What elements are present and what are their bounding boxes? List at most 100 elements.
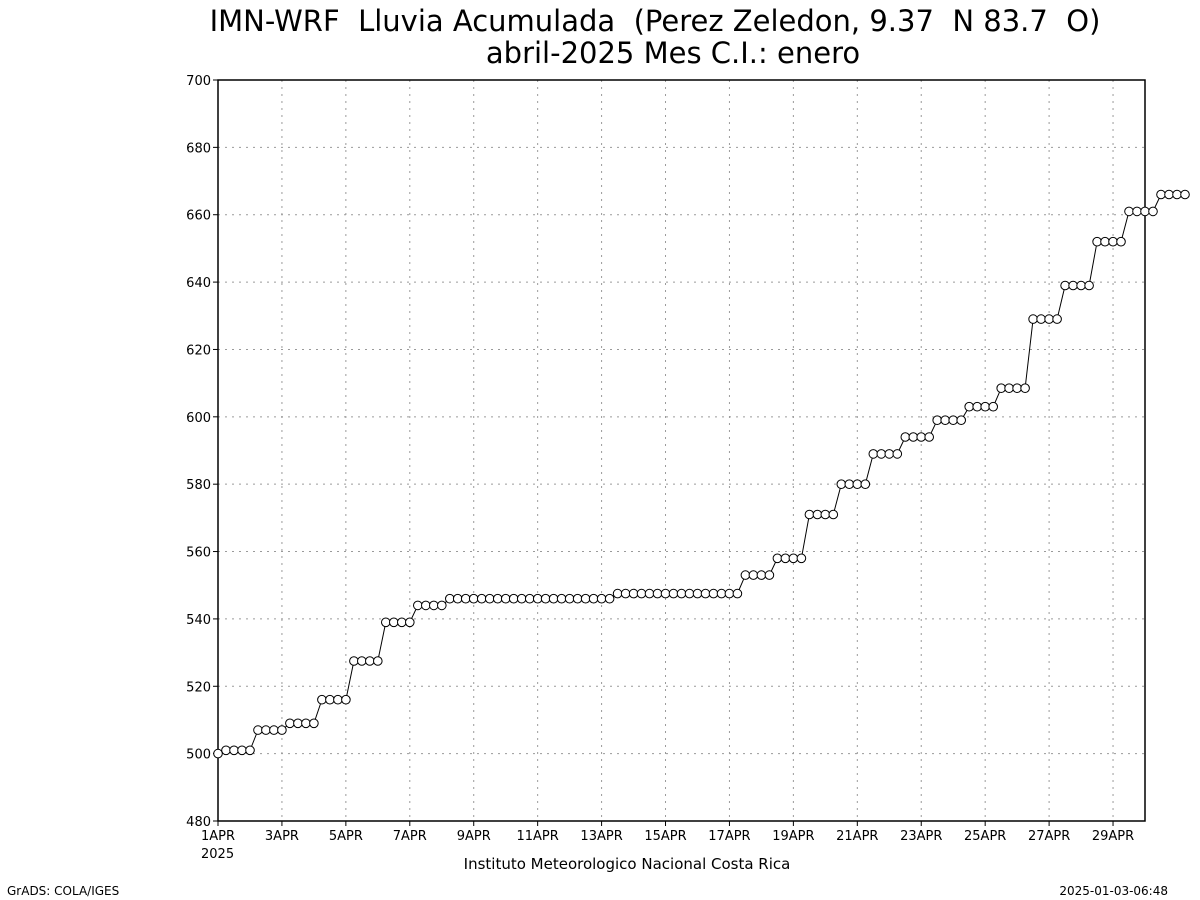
data-point [317, 694, 327, 705]
data-point [269, 725, 279, 735]
data-point [716, 588, 727, 599]
data-point [476, 593, 487, 604]
data-point [293, 718, 303, 729]
data-point [1004, 383, 1014, 394]
grid-lines [218, 80, 1145, 821]
data-point [828, 509, 839, 520]
y-axis: 480 500 520 540 560 580 600 620 640 660 680 700 [186, 74, 218, 830]
x-tick-label: 21APR [836, 829, 878, 844]
data-point [996, 383, 1007, 394]
data-point [1140, 206, 1150, 217]
data-point [892, 449, 903, 459]
data-point [620, 588, 631, 599]
data-point [309, 718, 319, 729]
data-point [636, 588, 647, 599]
data-point [413, 600, 423, 611]
data-point [452, 593, 463, 604]
data-point [1052, 314, 1062, 324]
y-tick-label: 640 [186, 276, 211, 291]
chart-title-line2: abril-2025 Mes C.I.: enero [486, 36, 860, 70]
data-point [237, 745, 247, 756]
data-point [692, 588, 703, 599]
data-point [916, 432, 927, 442]
data-point [1108, 236, 1118, 247]
data-point [764, 570, 775, 580]
data-point [1028, 314, 1038, 324]
data-point [445, 593, 455, 604]
data-point [628, 588, 639, 599]
data-point [868, 449, 879, 459]
data-point [956, 415, 967, 426]
data-point [1060, 280, 1070, 291]
x-tick-label: 17APR [708, 829, 750, 844]
data-point [660, 588, 671, 599]
data-point [756, 570, 767, 580]
grads-credit: GrADS: COLA/IGES [7, 884, 119, 898]
data-point [1148, 206, 1158, 217]
data-point [700, 588, 711, 599]
data-point [365, 656, 375, 666]
data-point [532, 593, 543, 604]
data-point [876, 449, 887, 459]
x-tick-label: 1APR [201, 829, 235, 844]
y-tick-label: 600 [186, 411, 211, 426]
y-tick-label: 680 [186, 141, 211, 156]
data-point [524, 593, 535, 604]
data-point [924, 432, 935, 442]
timestamp-label: 2025-01-03-06:48 [1059, 884, 1168, 898]
data-point [492, 593, 503, 604]
data-point [213, 748, 223, 759]
data-point [740, 570, 751, 580]
data-point [556, 593, 567, 604]
data-point [772, 553, 783, 564]
data-point [684, 588, 695, 599]
series-line [217, 194, 1185, 755]
data-point [437, 600, 447, 611]
data-point [1012, 383, 1022, 394]
data-point [261, 725, 271, 735]
data-point [612, 588, 623, 599]
x-tick-label: 11APR [516, 829, 558, 844]
data-point [229, 745, 239, 756]
data-point [1172, 189, 1182, 200]
data-point [405, 617, 415, 628]
data-point [580, 593, 591, 604]
data-point [381, 617, 391, 628]
data-point [357, 656, 367, 666]
data-point [1124, 206, 1134, 217]
x-tick-label: 7APR [393, 829, 427, 844]
y-tick-label: 700 [186, 74, 211, 89]
data-point [1084, 280, 1094, 291]
plot-frame [217, 79, 1146, 822]
x-tick-label: 13APR [580, 829, 622, 844]
data-point [676, 588, 687, 599]
data-point [940, 415, 951, 426]
data-point [596, 593, 607, 604]
data-point [796, 553, 807, 564]
data-point [333, 694, 343, 705]
x-tick-label: 9APR [457, 829, 491, 844]
data-point [397, 617, 407, 628]
x-axis: 1APR 3APR 5APR 7APR 9APR 11APR 13APR 15APR 17APR… [201, 821, 1134, 844]
data-point [852, 479, 863, 490]
data-point [508, 593, 519, 604]
data-point [341, 694, 351, 705]
data-point [540, 593, 551, 604]
data-point [788, 553, 799, 564]
data-point [1116, 236, 1126, 247]
data-point [1092, 236, 1102, 247]
data-point [812, 509, 823, 520]
data-point [932, 415, 943, 426]
data-point [516, 593, 527, 604]
data-point [900, 432, 911, 442]
x-tick-label: 25APR [964, 829, 1006, 844]
data-point [1100, 236, 1110, 247]
data-point [389, 617, 399, 628]
y-tick-label: 620 [186, 343, 211, 358]
x-tick-label: 29APR [1092, 829, 1134, 844]
data-point [253, 725, 263, 735]
y-tick-label: 580 [186, 478, 211, 493]
data-point [604, 593, 615, 604]
data-point [1036, 314, 1046, 324]
